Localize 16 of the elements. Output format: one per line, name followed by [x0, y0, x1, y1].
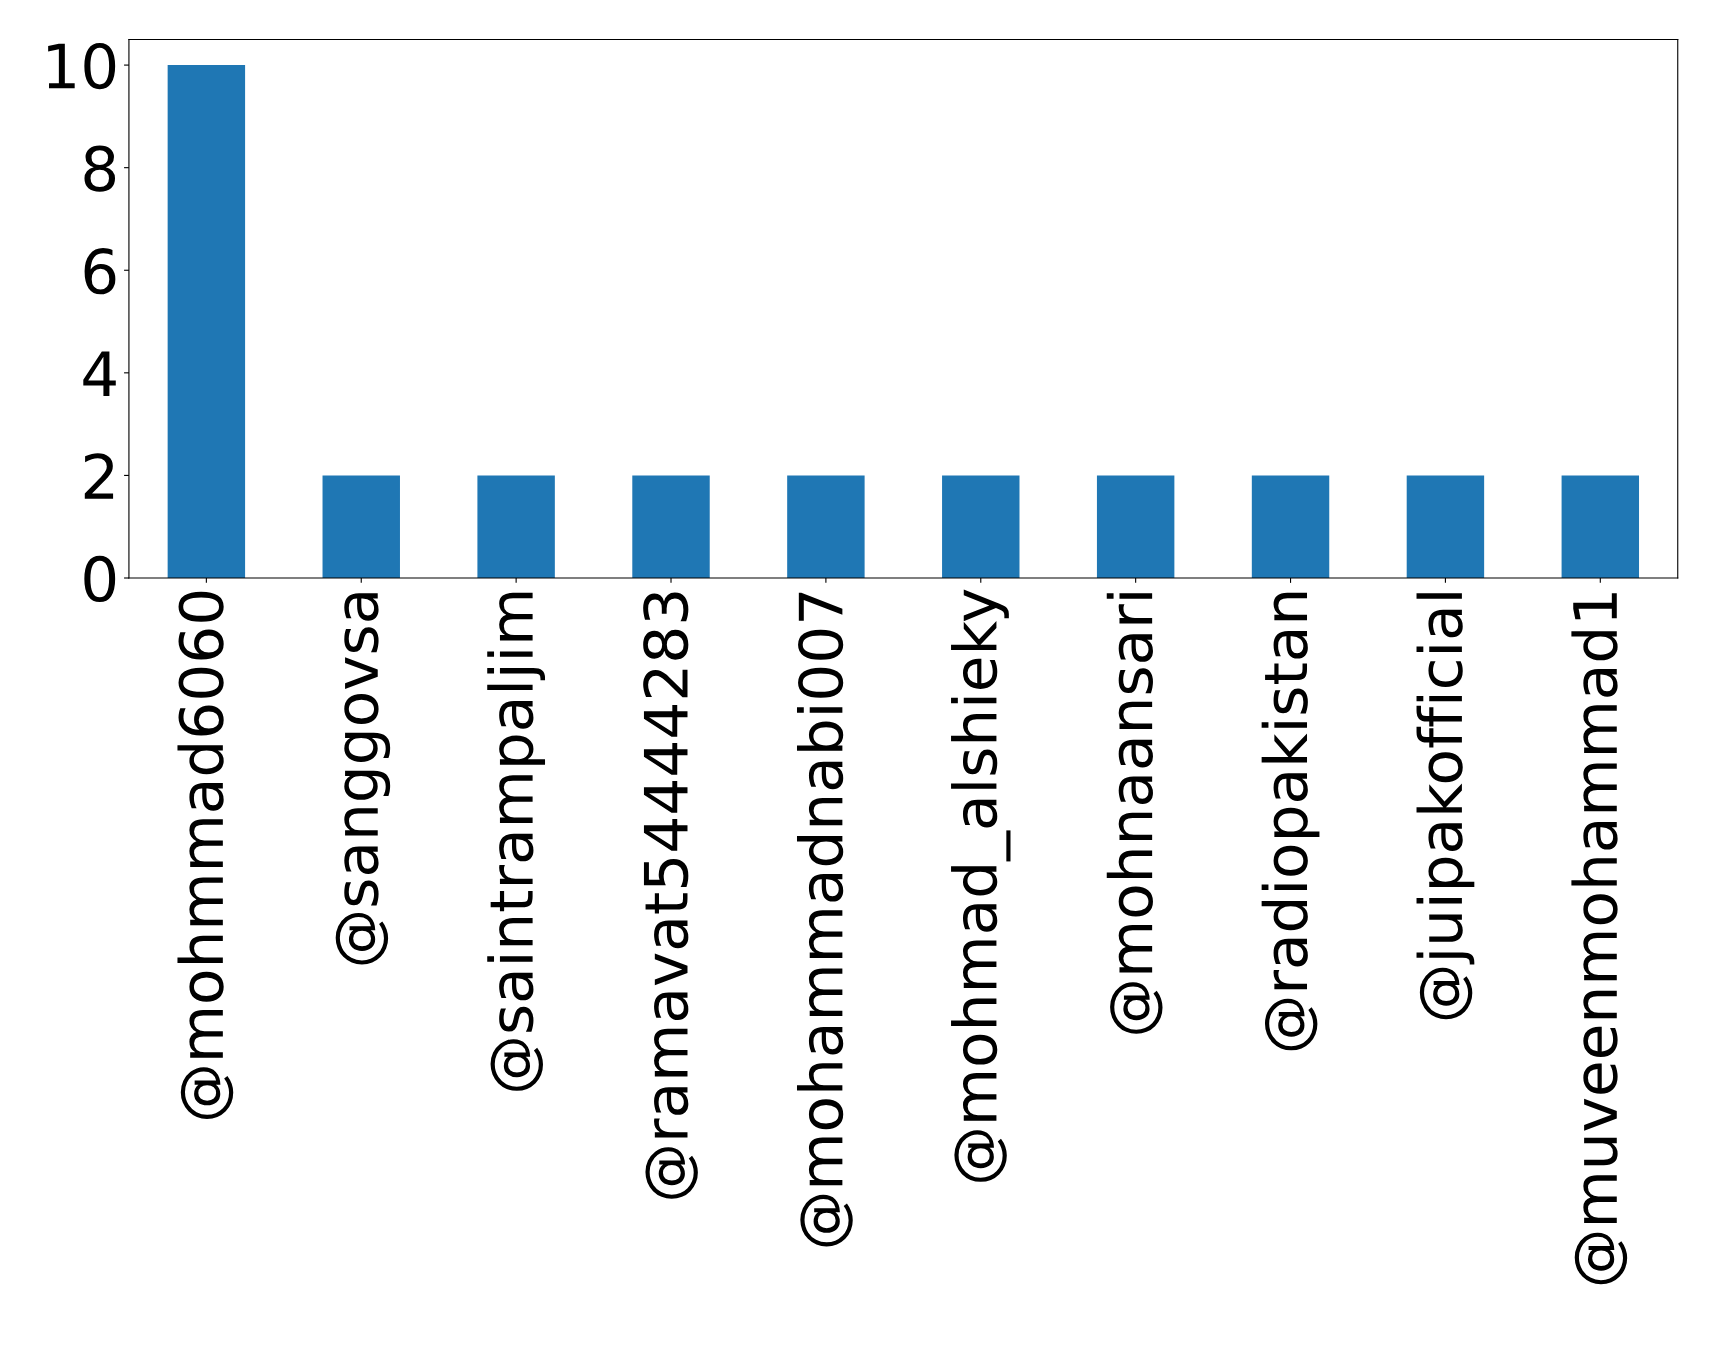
y-tick-label: 6	[84, 248, 116, 295]
y-tick-label: 2	[84, 453, 114, 499]
x-tick-label: @mohmad_alshieky	[951, 589, 1011, 1182]
y-tick-label: 10	[48, 42, 116, 90]
y-tick-label: 4	[83, 351, 116, 397]
x-tick-label: @mohmmad6060	[177, 591, 234, 1119]
x-tick-label: @mohnaansari	[1106, 593, 1163, 1034]
y-tick-label: 0	[84, 555, 116, 603]
x-tick-label: @mohammadnabi007	[796, 592, 853, 1247]
x-tick-label: @sanggovsa	[335, 593, 391, 965]
x-tick-label: @radiopakistan	[1261, 592, 1320, 1051]
x-tick-label: @juipakofficial	[1416, 593, 1475, 1020]
y-tick-label: 8	[84, 145, 116, 192]
x-tick-label: @saintrampaljim	[487, 592, 546, 1091]
x-tick-label: @ramavat54444283	[643, 592, 698, 1199]
x-tick-label: @muveenmohammad1	[1571, 593, 1628, 1285]
